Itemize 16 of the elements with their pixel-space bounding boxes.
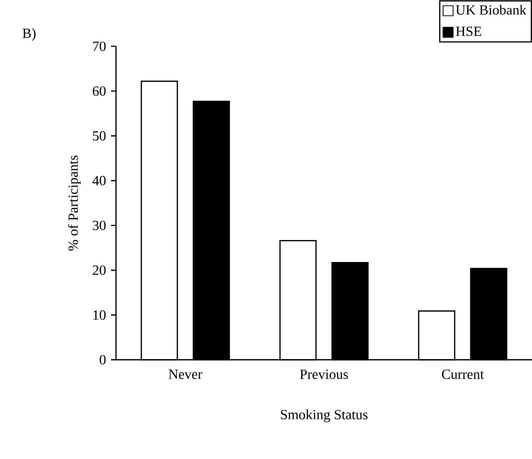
- y-axis-title: % of Participants: [68, 156, 81, 251]
- legend-label: HSE: [456, 26, 482, 36]
- y-tick-label: 60: [92, 86, 106, 96]
- y-tick-label: 30: [92, 220, 106, 230]
- y-tick-label: 0: [100, 355, 106, 364]
- y-tick-label: 40: [92, 176, 106, 186]
- x-tick-label: Previous: [300, 370, 348, 380]
- y-tick-label: 70: [93, 42, 106, 52]
- x-tick-label: Never: [168, 370, 202, 379]
- y-tick-label: 50: [93, 131, 106, 141]
- x-tick-label: Current: [442, 370, 484, 380]
- y-tick-label: 10: [93, 310, 106, 320]
- y-tick-label: 20: [92, 266, 106, 275]
- x-axis-title: Smoking Status: [280, 409, 368, 422]
- legend-label: UK Biobank: [456, 4, 526, 15]
- text: B): [22, 28, 36, 41]
